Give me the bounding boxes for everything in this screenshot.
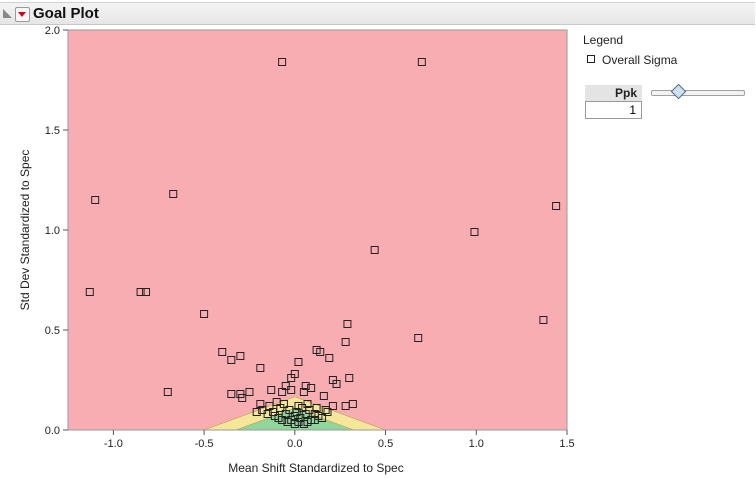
data-point[interactable] xyxy=(227,390,236,398)
data-point[interactable] xyxy=(414,334,423,342)
x-tick-label: 0.5 xyxy=(378,438,393,450)
data-point[interactable] xyxy=(256,400,265,408)
ppk-label: Ppk xyxy=(585,85,642,101)
data-point[interactable] xyxy=(218,348,227,356)
data-point[interactable] xyxy=(91,196,100,204)
legend-item-label: Overall Sigma xyxy=(602,53,678,67)
y-tick-label: 0.5 xyxy=(45,325,60,337)
data-point[interactable] xyxy=(238,394,247,402)
x-tick-label: 1.0 xyxy=(469,438,484,450)
x-axis-label: Mean Shift Standardized to Spec xyxy=(228,461,403,475)
x-tick-label: 0.0 xyxy=(287,438,302,450)
data-point[interactable] xyxy=(142,288,151,296)
data-point[interactable] xyxy=(345,374,354,382)
data-point[interactable] xyxy=(319,392,328,400)
collapse-triangle-icon[interactable] xyxy=(3,9,12,18)
data-point[interactable] xyxy=(348,400,357,408)
data-point[interactable] xyxy=(316,348,325,356)
data-point[interactable] xyxy=(343,320,352,328)
data-point[interactable] xyxy=(552,202,561,210)
x-tick-label: -0.5 xyxy=(195,438,214,450)
ppk-control: Ppk xyxy=(585,85,642,119)
data-point[interactable] xyxy=(267,386,276,394)
data-point[interactable] xyxy=(325,354,334,362)
data-point[interactable] xyxy=(163,388,172,396)
data-point[interactable] xyxy=(287,374,296,382)
y-tick-label: 0.0 xyxy=(45,425,60,437)
data-point[interactable] xyxy=(227,356,236,364)
data-point[interactable] xyxy=(278,416,287,424)
data-point[interactable] xyxy=(252,408,261,416)
ppk-input[interactable] xyxy=(585,101,642,119)
y-axis-label: Std Dev Standardized to Spec xyxy=(18,150,32,311)
report-header: Goal Plot xyxy=(0,2,755,25)
red-triangle-menu-icon[interactable] xyxy=(15,7,30,22)
report-title: Goal Plot xyxy=(33,5,99,22)
data-point[interactable] xyxy=(136,288,145,296)
open-square-icon xyxy=(587,55,595,63)
data-point[interactable] xyxy=(323,408,332,416)
data-point[interactable] xyxy=(290,420,299,428)
data-point[interactable] xyxy=(200,310,209,318)
y-tick-label: 1.0 xyxy=(45,225,60,237)
data-point[interactable] xyxy=(470,228,479,236)
data-point[interactable] xyxy=(256,364,265,372)
legend-title: Legend xyxy=(583,33,624,47)
legend-item[interactable]: Overall Sigma xyxy=(587,53,677,67)
ppk-slider-track[interactable] xyxy=(651,90,745,96)
red-zone xyxy=(68,30,567,430)
data-point[interactable] xyxy=(417,58,426,66)
data-point[interactable] xyxy=(236,352,245,360)
data-point[interactable] xyxy=(299,420,308,428)
data-point[interactable] xyxy=(85,288,94,296)
x-tick-label: -1.0 xyxy=(104,438,123,450)
data-point[interactable] xyxy=(294,358,303,366)
data-point[interactable] xyxy=(299,388,308,396)
data-point[interactable] xyxy=(276,404,285,412)
data-point[interactable] xyxy=(341,338,350,346)
y-tick-label: 2.0 xyxy=(45,25,60,37)
data-point[interactable] xyxy=(245,388,254,396)
data-point[interactable] xyxy=(539,316,548,324)
data-point[interactable] xyxy=(301,382,310,390)
y-tick-label: 1.5 xyxy=(45,125,60,137)
data-point[interactable] xyxy=(287,386,296,394)
data-point[interactable] xyxy=(278,58,287,66)
data-point[interactable] xyxy=(278,388,287,396)
data-point[interactable] xyxy=(370,246,379,254)
data-point[interactable] xyxy=(169,190,178,198)
data-point[interactable] xyxy=(318,414,327,422)
data-point[interactable] xyxy=(321,406,330,414)
x-tick-label: 1.5 xyxy=(559,438,574,450)
data-point[interactable] xyxy=(332,380,341,388)
